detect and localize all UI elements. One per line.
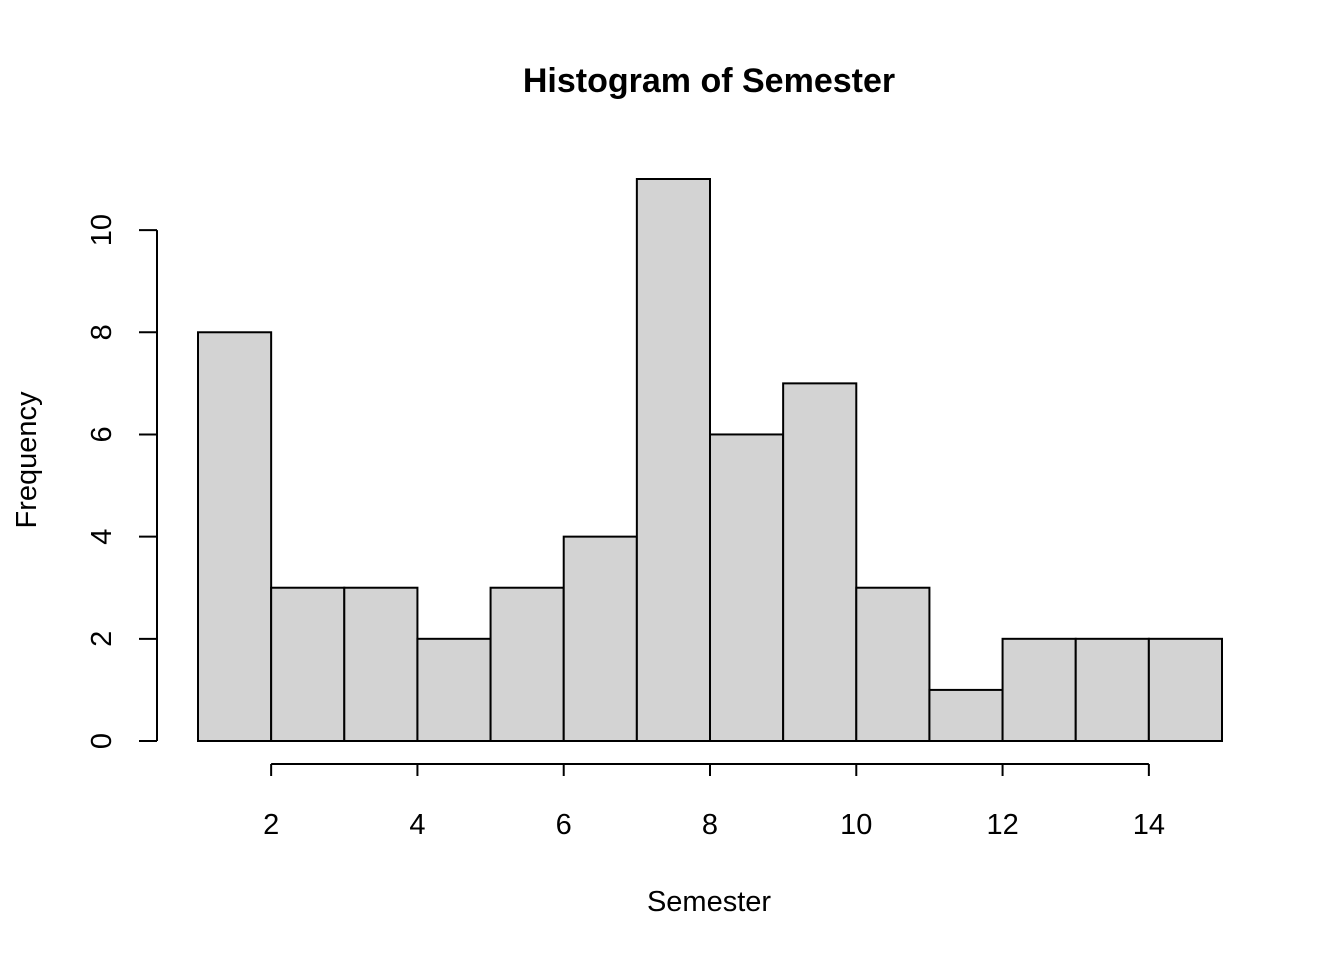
- y-axis-label: Frequency: [11, 391, 43, 529]
- x-tick-label-2: 6: [556, 809, 572, 841]
- chart-title: Histogram of Semester: [523, 62, 895, 100]
- x-tick-label-3: 8: [702, 809, 718, 841]
- histogram-bar-13: [1149, 639, 1222, 741]
- y-tick-label-3: 6: [86, 426, 118, 442]
- histogram-bar-12: [1076, 639, 1149, 741]
- histogram-bar-1: [271, 588, 344, 741]
- y-tick-label-4: 8: [86, 324, 118, 340]
- histogram-bar-9: [856, 588, 929, 741]
- histogram-bar-10: [929, 690, 1002, 741]
- histogram-bar-7: [710, 434, 783, 741]
- histogram-bar-8: [783, 383, 856, 741]
- x-tick-label-4: 10: [840, 809, 872, 841]
- histogram-bar-0: [198, 332, 271, 741]
- histogram-bar-2: [344, 588, 417, 741]
- x-tick-label-6: 14: [1133, 809, 1165, 841]
- x-axis-label: Semester: [647, 886, 771, 918]
- x-tick-label-5: 12: [986, 809, 1018, 841]
- bars-group: [198, 179, 1222, 741]
- y-tick-label-2: 4: [86, 529, 118, 545]
- histogram-bar-4: [491, 588, 564, 741]
- histogram-bar-6: [637, 179, 710, 741]
- x-tick-label-1: 4: [409, 809, 425, 841]
- y-tick-label-1: 2: [86, 631, 118, 647]
- histogram-bar-11: [1003, 639, 1076, 741]
- y-axis: 0 2 4 6 8 10: [86, 214, 157, 749]
- y-tick-label-5: 10: [86, 214, 118, 246]
- y-tick-label-0: 0: [86, 733, 118, 749]
- x-tick-label-0: 2: [263, 809, 279, 841]
- histogram-bar-3: [417, 639, 490, 741]
- histogram-bar-5: [564, 537, 637, 741]
- x-axis: 2 4 6 8 10 12 14: [263, 764, 1165, 841]
